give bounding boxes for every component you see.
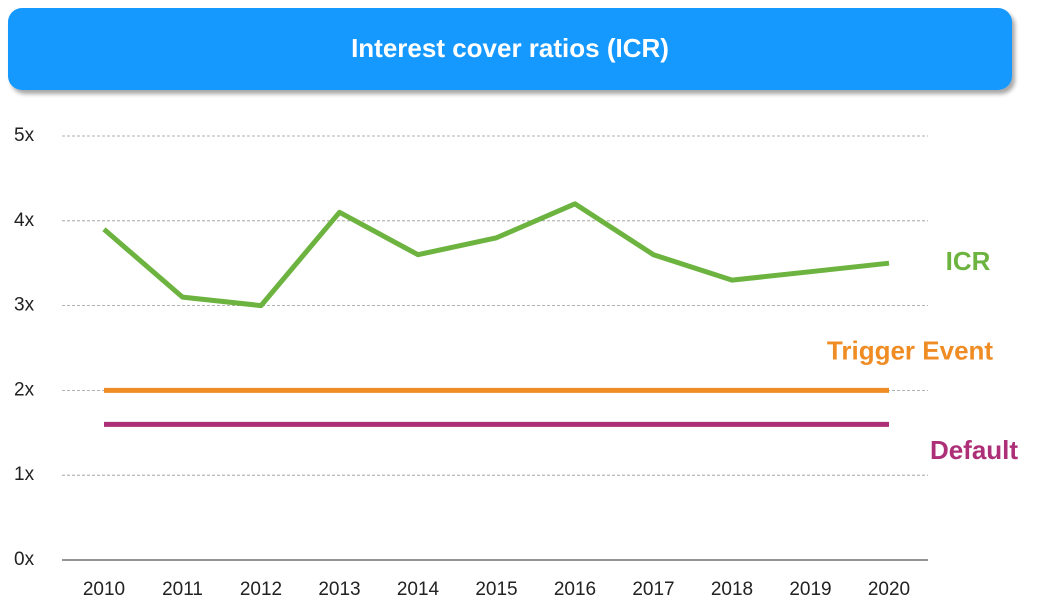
series-label: Default [930, 435, 1018, 465]
y-tick-label: 5x [14, 125, 35, 146]
series-label: ICR [946, 246, 991, 276]
x-tick-label: 2015 [475, 579, 517, 600]
x-tick-label: 2010 [83, 579, 125, 600]
series-label: Trigger Event [827, 335, 993, 365]
y-tick-label: 2x [14, 379, 35, 400]
x-tick-label: 2013 [318, 579, 360, 600]
y-tick-label: 1x [14, 464, 35, 485]
x-tick-label: 2019 [789, 579, 831, 600]
chart-title: Interest cover ratios (ICR) [351, 33, 669, 63]
title-banner [8, 8, 1012, 90]
x-tick-label: 2016 [554, 579, 596, 600]
x-tick-label: 2018 [711, 579, 753, 600]
y-tick-label: 4x [14, 210, 35, 231]
series-line [102, 201, 890, 309]
y-tick-label: 0x [14, 549, 35, 570]
y-tick-label: 3x [14, 295, 35, 316]
x-tick-label: 2014 [397, 579, 440, 600]
x-tick-label: 2017 [632, 579, 674, 600]
x-tick-label: 2012 [240, 579, 282, 600]
x-tick-label: 2020 [868, 579, 910, 600]
x-tick-label: 2011 [162, 579, 203, 600]
